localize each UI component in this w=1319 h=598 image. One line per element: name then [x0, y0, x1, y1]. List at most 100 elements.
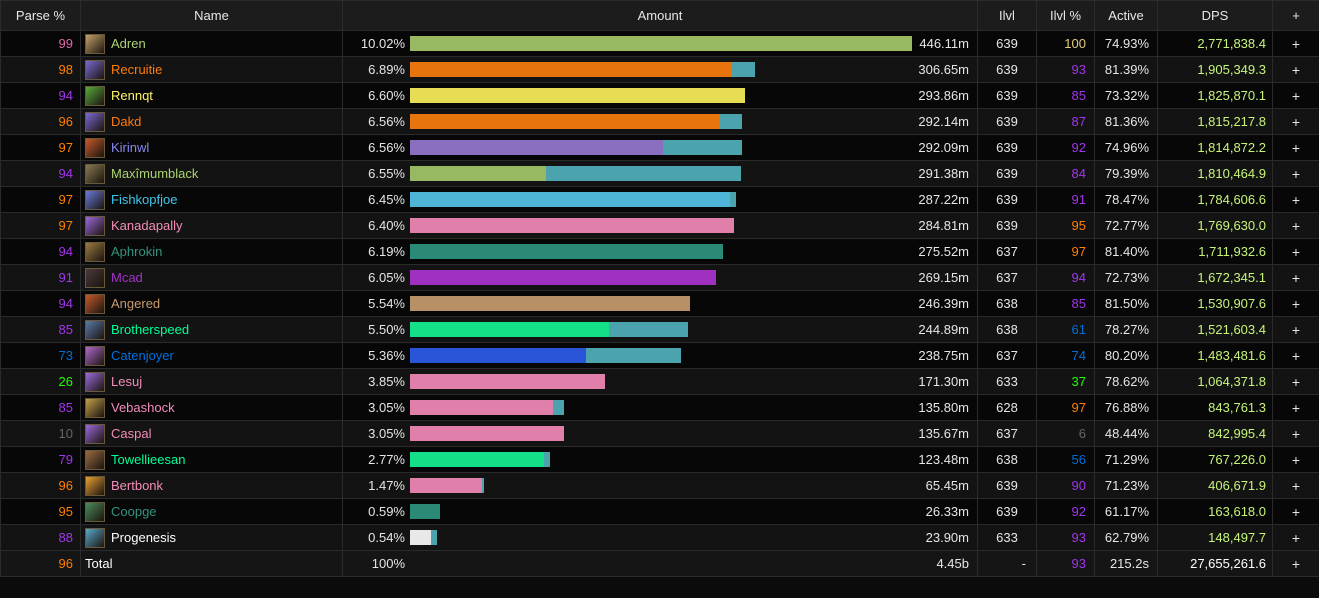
caspal-spec-icon: [85, 423, 105, 444]
table-row[interactable]: 96 Bertbonk 1.47% 65.45m 639 90 71.23% 4…: [0, 472, 1319, 499]
table-row[interactable]: 91 Mcad 6.05% 269.15m 637 94 72.73% 1,67…: [0, 264, 1319, 291]
table-row[interactable]: 88 Progenesis 0.54% 23.90m 633 93 62.79%…: [0, 524, 1319, 551]
table-row[interactable]: 96 Dakd 6.56% 292.14m 639 87 81.36% 1,81…: [0, 108, 1319, 135]
expand-row-button[interactable]: +: [1272, 186, 1319, 213]
header-active[interactable]: Active: [1094, 0, 1158, 31]
expand-row-button[interactable]: +: [1272, 316, 1319, 343]
active-time: 73.32%: [1094, 82, 1158, 109]
expand-row-button[interactable]: +: [1272, 472, 1319, 499]
player-name-cell: Aphrokin: [80, 238, 343, 265]
header-ilvl-pct[interactable]: Ilvl %: [1036, 0, 1095, 31]
expand-row-button[interactable]: +: [1272, 420, 1319, 447]
player-name-cell: Progenesis: [80, 524, 343, 551]
amount-bar: [410, 36, 916, 51]
player-name[interactable]: Kanadapally: [111, 218, 183, 233]
expand-row-button[interactable]: +: [1272, 82, 1319, 109]
player-name[interactable]: Fishkopfjoe: [111, 192, 178, 207]
player-name[interactable]: Aphrokin: [111, 244, 163, 259]
header-expand-all-button[interactable]: +: [1272, 0, 1319, 31]
amount-cell: 6.19% 275.52m: [342, 238, 978, 265]
player-name[interactable]: Caspal: [111, 426, 152, 441]
header-dps[interactable]: DPS: [1157, 0, 1273, 31]
amount-bar: [410, 478, 916, 493]
player-name[interactable]: Progenesis: [111, 530, 177, 545]
item-level-percent: 97: [1036, 238, 1095, 265]
player-name[interactable]: Recruitie: [111, 62, 163, 77]
player-name[interactable]: Bertbonk: [111, 478, 164, 493]
header-amount[interactable]: Amount: [342, 0, 978, 31]
header-ilvl[interactable]: Ilvl: [977, 0, 1037, 31]
total-row: 96 Total 100% 4.45b - 93 215.2s 27,655,2…: [0, 550, 1319, 577]
player-name[interactable]: Lesuj: [111, 374, 143, 389]
expand-row-button[interactable]: +: [1272, 160, 1319, 187]
player-name[interactable]: Rennqt: [111, 88, 153, 103]
amount-value: 246.39m: [918, 296, 969, 311]
expand-row-button[interactable]: +: [1272, 238, 1319, 265]
expand-row-button[interactable]: +: [1272, 56, 1319, 83]
amount-percent: 6.19%: [368, 244, 405, 259]
amount-bar: [410, 504, 916, 519]
player-name[interactable]: Mcad: [111, 270, 143, 285]
mcad-spec-icon: [85, 267, 105, 288]
expand-row-button[interactable]: +: [1272, 550, 1319, 577]
expand-row-button[interactable]: +: [1272, 368, 1319, 395]
catenjoyer-spec-icon: [85, 345, 105, 366]
player-name-cell: Dakd: [80, 108, 343, 135]
player-name[interactable]: Kirinwl: [111, 140, 150, 155]
parse-percent: 94: [0, 290, 81, 317]
expand-row-button[interactable]: +: [1272, 30, 1319, 57]
amount-percent: 6.56%: [368, 140, 405, 155]
expand-row-button[interactable]: +: [1272, 134, 1319, 161]
table-row[interactable]: 94 Angered 5.54% 246.39m 638 85 81.50% 1…: [0, 290, 1319, 317]
table-row[interactable]: 94 Aphrokin 6.19% 275.52m 637 97 81.40% …: [0, 238, 1319, 265]
parse-percent: 97: [0, 212, 81, 239]
player-name[interactable]: Maxîmumblack: [111, 166, 199, 181]
player-name[interactable]: Adren: [111, 36, 146, 51]
table-row[interactable]: 97 Kirinwl 6.56% 292.09m 639 92 74.96% 1…: [0, 134, 1319, 161]
header-name[interactable]: Name: [80, 0, 343, 31]
amount-cell: 0.59% 26.33m: [342, 498, 978, 525]
table-row[interactable]: 85 Vebashock 3.05% 135.80m 628 97 76.88%…: [0, 394, 1319, 421]
kirinwl-spec-icon: [85, 137, 105, 158]
amount-cell: 1.47% 65.45m: [342, 472, 978, 499]
amount-bar: [410, 114, 916, 129]
player-name[interactable]: Coopge: [111, 504, 157, 519]
table-row[interactable]: 98 Recruitie 6.89% 306.65m 639 93 81.39%…: [0, 56, 1319, 83]
player-name[interactable]: Dakd: [111, 114, 142, 129]
player-name[interactable]: Brotherspeed: [111, 322, 190, 337]
expand-row-button[interactable]: +: [1272, 498, 1319, 525]
active-time: 78.27%: [1094, 316, 1158, 343]
amount-cell: 100% 4.45b: [342, 550, 978, 577]
player-name[interactable]: Angered: [111, 296, 161, 311]
table-row[interactable]: 85 Brotherspeed 5.50% 244.89m 638 61 78.…: [0, 316, 1319, 343]
dps-value: 1,521,603.4: [1157, 316, 1273, 343]
table-row[interactable]: 95 Coopge 0.59% 26.33m 639 92 61.17% 163…: [0, 498, 1319, 525]
item-level-percent: 56: [1036, 446, 1095, 473]
expand-row-button[interactable]: +: [1272, 446, 1319, 473]
expand-row-button[interactable]: +: [1272, 264, 1319, 291]
table-row[interactable]: 94 Rennqt 6.60% 293.86m 639 85 73.32% 1,…: [0, 82, 1319, 109]
table-row[interactable]: 97 Fishkopfjoe 6.45% 287.22m 639 91 78.4…: [0, 186, 1319, 213]
header-parse[interactable]: Parse %: [0, 0, 81, 31]
expand-row-button[interactable]: +: [1272, 342, 1319, 369]
expand-row-button[interactable]: +: [1272, 290, 1319, 317]
amount-bar-fill: [410, 374, 605, 389]
expand-row-button[interactable]: +: [1272, 108, 1319, 135]
table-row[interactable]: 26 Lesuj 3.85% 171.30m 633 37 78.62% 1,0…: [0, 368, 1319, 395]
table-row[interactable]: 94 Maxîmumblack 6.55% 291.38m 639 84 79.…: [0, 160, 1319, 187]
table-row[interactable]: 10 Caspal 3.05% 135.67m 637 6 48.44% 842…: [0, 420, 1319, 447]
active-time: 81.40%: [1094, 238, 1158, 265]
table-row[interactable]: 73 Catenjoyer 5.36% 238.75m 637 74 80.20…: [0, 342, 1319, 369]
expand-row-button[interactable]: +: [1272, 394, 1319, 421]
table-row[interactable]: 79 Towellieesan 2.77% 123.48m 638 56 71.…: [0, 446, 1319, 473]
player-name[interactable]: Catenjoyer: [111, 348, 174, 363]
expand-row-button[interactable]: +: [1272, 212, 1319, 239]
aphrokin-spec-icon: [85, 241, 105, 262]
player-name[interactable]: Vebashock: [111, 400, 175, 415]
dps-value: 1,483,481.6: [1157, 342, 1273, 369]
item-level-percent: 93: [1036, 56, 1095, 83]
player-name[interactable]: Towellieesan: [111, 452, 186, 467]
table-row[interactable]: 99 Adren 10.02% 446.11m 639 100 74.93% 2…: [0, 30, 1319, 57]
table-row[interactable]: 97 Kanadapally 6.40% 284.81m 639 95 72.7…: [0, 212, 1319, 239]
expand-row-button[interactable]: +: [1272, 524, 1319, 551]
